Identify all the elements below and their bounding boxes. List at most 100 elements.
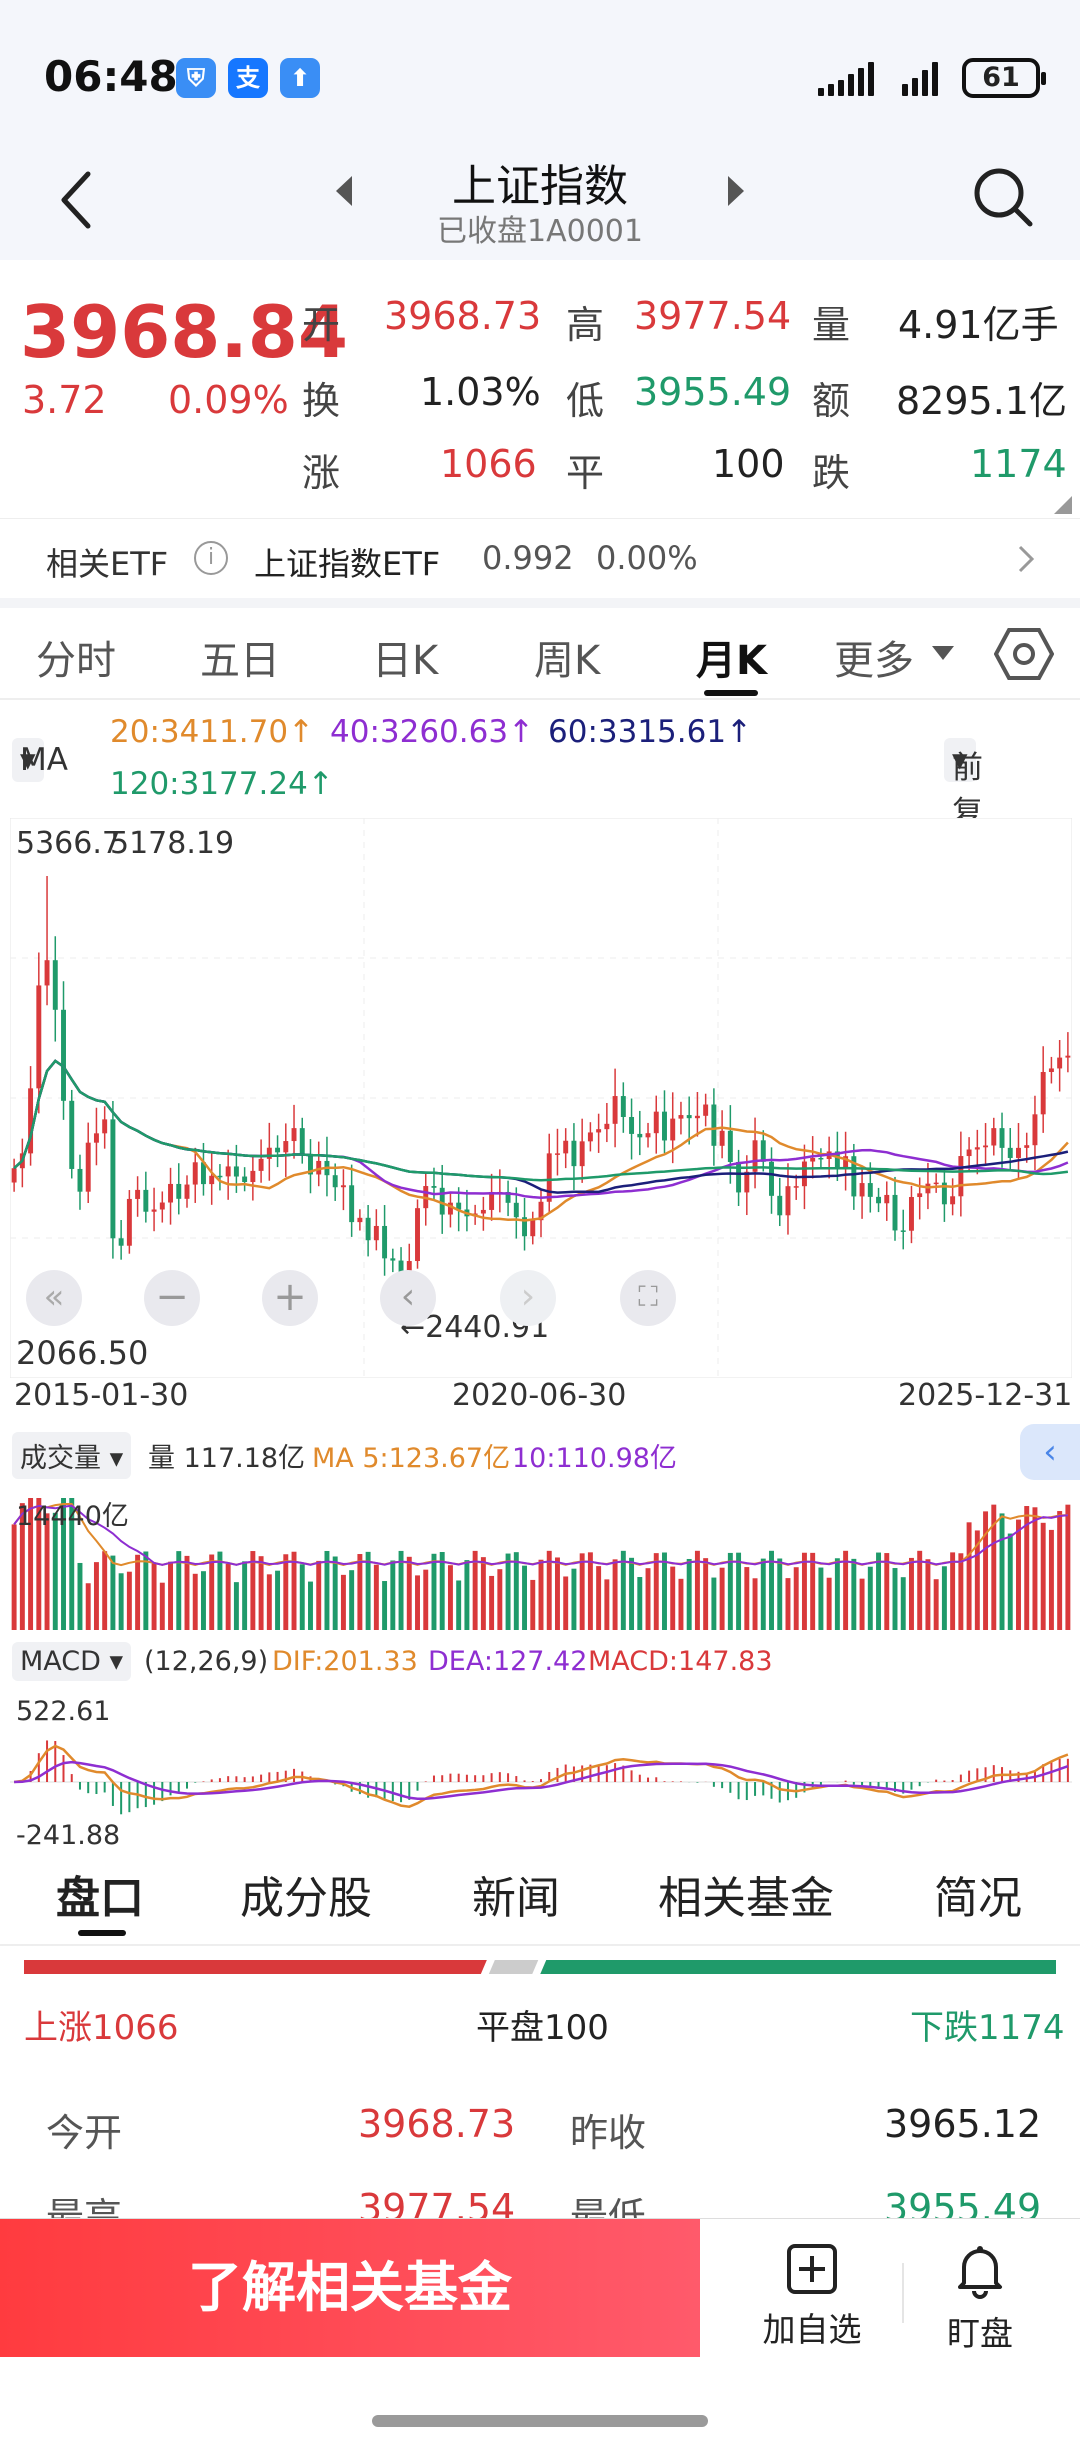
volume-bar bbox=[522, 1565, 528, 1630]
candle bbox=[653, 1111, 659, 1134]
volume-bar bbox=[291, 1551, 297, 1630]
tab-related-funds[interactable]: 相关基金 bbox=[658, 1873, 834, 1924]
zoom-in-icon[interactable]: + bbox=[262, 1270, 318, 1326]
candle bbox=[192, 1162, 198, 1185]
tab-five-day[interactable]: 五日 bbox=[200, 638, 280, 684]
macd-selector[interactable]: MACD ▾ bbox=[12, 1642, 132, 1681]
expand-corner-icon[interactable] bbox=[1054, 496, 1072, 514]
volume-bar bbox=[225, 1563, 231, 1630]
volume-bar bbox=[760, 1558, 766, 1630]
watch-button[interactable]: 盯盘 bbox=[910, 2243, 1050, 2355]
volume-bar bbox=[1007, 1533, 1013, 1630]
macd-chart bbox=[10, 1740, 1072, 1815]
rewind-icon[interactable]: « bbox=[26, 1270, 82, 1326]
related-etf-row[interactable]: 相关ETF i 上证指数ETF 0.992 0.00% bbox=[0, 518, 1080, 598]
open-label: 开 bbox=[302, 303, 341, 347]
info-icon[interactable]: i bbox=[194, 541, 228, 575]
volume-bar bbox=[505, 1553, 511, 1630]
page-subtitle: 已收盘1A0001 bbox=[437, 214, 643, 249]
candle bbox=[447, 1202, 453, 1215]
date-start: 2015-01-30 bbox=[14, 1378, 189, 1413]
tab-monthly-k[interactable]: 月K bbox=[696, 638, 767, 684]
candle bbox=[917, 1193, 923, 1198]
candle bbox=[176, 1183, 182, 1199]
candle bbox=[686, 1115, 692, 1119]
amount-label: 额 bbox=[812, 379, 851, 423]
volume-max-label: 14440亿 bbox=[16, 1501, 129, 1532]
candle bbox=[876, 1196, 882, 1204]
back-icon[interactable] bbox=[56, 168, 96, 232]
candle bbox=[793, 1186, 799, 1188]
tab-news[interactable]: 新闻 bbox=[472, 1873, 560, 1924]
volume-value: 量 117.18亿 bbox=[148, 1443, 306, 1474]
add-watchlist-label: 加自选 bbox=[762, 2310, 862, 2349]
candle bbox=[168, 1183, 174, 1203]
volume-selector[interactable]: 成交量 ▾ bbox=[12, 1432, 132, 1479]
search-icon[interactable] bbox=[970, 164, 1036, 230]
tab-weekly-k[interactable]: 周K bbox=[534, 638, 601, 684]
scroll-right-icon[interactable]: › bbox=[500, 1270, 556, 1326]
candle bbox=[406, 1261, 412, 1275]
date-mid: 2020-06-30 bbox=[452, 1378, 627, 1413]
chart-period-tabs: 分时 五日 日K 周K 月K 更多 bbox=[0, 608, 1080, 698]
volume-bar bbox=[513, 1552, 519, 1630]
candle bbox=[974, 1147, 980, 1150]
candle bbox=[93, 1133, 99, 1143]
tab-constituents[interactable]: 成分股 bbox=[240, 1873, 372, 1924]
prev-stock-icon[interactable] bbox=[332, 174, 356, 208]
volume-bar bbox=[176, 1551, 182, 1630]
volume-bar bbox=[876, 1552, 882, 1630]
volume-bar bbox=[118, 1573, 124, 1630]
home-indicator bbox=[372, 2415, 708, 2427]
volume-bar bbox=[900, 1577, 906, 1630]
adjust-selector[interactable]: 前复权 ▾ bbox=[944, 738, 983, 876]
signal-icon bbox=[818, 62, 874, 96]
collapse-panel-icon[interactable]: ‹ bbox=[1020, 1424, 1080, 1480]
volume-bar bbox=[1048, 1529, 1054, 1630]
candle bbox=[991, 1128, 997, 1146]
zoom-out-icon[interactable]: − bbox=[144, 1270, 200, 1326]
macd-min-label: -241.88 bbox=[16, 1820, 121, 1851]
volume-bar bbox=[645, 1568, 651, 1630]
tab-intraday[interactable]: 分时 bbox=[36, 638, 116, 684]
learn-funds-button[interactable]: 了解相关基金 bbox=[0, 2219, 700, 2357]
volume-bar bbox=[810, 1552, 816, 1630]
tab-daily-k[interactable]: 日K bbox=[372, 638, 439, 684]
candle bbox=[118, 1238, 124, 1246]
candle bbox=[431, 1186, 437, 1188]
volume-bar bbox=[390, 1560, 396, 1630]
candle bbox=[36, 985, 42, 1089]
candle bbox=[143, 1189, 149, 1212]
candle bbox=[522, 1217, 528, 1237]
candle bbox=[1032, 1114, 1038, 1146]
breadth-bar bbox=[24, 1960, 1056, 1974]
next-stock-icon[interactable] bbox=[724, 174, 748, 208]
flat-value: 100 bbox=[712, 442, 785, 486]
candle bbox=[332, 1175, 338, 1188]
volume-bar bbox=[966, 1522, 972, 1630]
divider bbox=[0, 698, 1080, 700]
settings-icon[interactable] bbox=[994, 624, 1054, 684]
volume-bar bbox=[727, 1552, 733, 1630]
tab-profile[interactable]: 简况 bbox=[934, 1873, 1022, 1924]
candle bbox=[126, 1198, 132, 1246]
volume-bar bbox=[629, 1557, 635, 1630]
scroll-left-icon[interactable]: ‹ bbox=[380, 1270, 436, 1326]
tab-more[interactable]: 更多 bbox=[834, 638, 914, 684]
add-watchlist-button[interactable]: 加自选 bbox=[742, 2243, 882, 2351]
fullscreen-icon[interactable]: ⛶ bbox=[620, 1270, 676, 1326]
volume-bar bbox=[168, 1561, 174, 1630]
volume-bar bbox=[736, 1552, 742, 1630]
volume-bar bbox=[851, 1558, 857, 1630]
ma-selector[interactable]: MA ▾ bbox=[12, 738, 68, 782]
volume-bar bbox=[126, 1571, 132, 1630]
prev-close-value: 3965.12 bbox=[884, 2102, 1042, 2146]
candle bbox=[308, 1153, 313, 1175]
volume-bar bbox=[637, 1577, 643, 1630]
volume-bar bbox=[941, 1566, 947, 1630]
tab-handicap[interactable]: 盘口 bbox=[56, 1873, 144, 1924]
etf-price: 0.992 bbox=[482, 539, 574, 577]
volume-bar bbox=[991, 1504, 997, 1630]
candle bbox=[859, 1183, 865, 1197]
volume-bar bbox=[933, 1579, 939, 1630]
